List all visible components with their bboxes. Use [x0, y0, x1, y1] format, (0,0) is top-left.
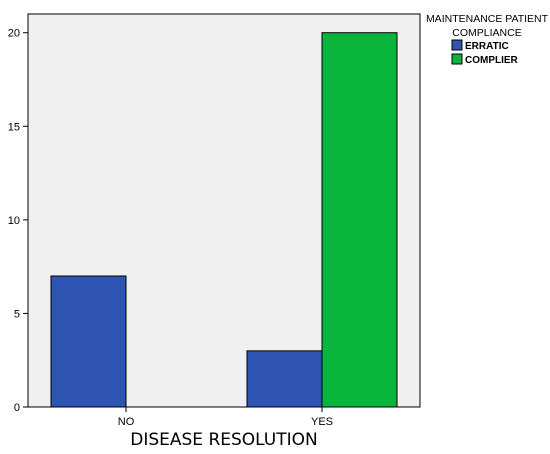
legend-label-erratic: ERRATIC — [465, 41, 509, 52]
x-ticks-group: NO YES — [118, 407, 333, 428]
bar-erratic-no — [50, 275, 127, 408]
legend: MAINTENANCE PATIENT COMPLIANCE ERRATIC COMP… — [426, 13, 549, 66]
y-tick-label: 5 — [14, 308, 20, 320]
legend-swatch-complier — [451, 53, 463, 65]
x-axis-title: DISEASE RESOLUTION — [130, 430, 318, 450]
y-tick-label: 20 — [8, 28, 20, 40]
y-tick-label: 0 — [14, 402, 20, 414]
bar-complier-yes — [321, 32, 398, 408]
legend-label-complier: COMPLIER — [465, 55, 519, 66]
legend-title: MAINTENANCE PATIENT COMPLIANCE — [426, 13, 549, 39]
bars-group — [50, 32, 398, 408]
y-tick-label: 15 — [8, 121, 20, 133]
x-tick-label: NO — [118, 416, 135, 428]
y-tick-label: 10 — [8, 215, 20, 227]
bar-erratic-yes — [246, 350, 323, 408]
y-ticks-group: 0 5 10 15 20 — [8, 28, 28, 414]
legend-swatch-erratic — [451, 39, 463, 51]
x-tick-label: YES — [311, 416, 333, 428]
